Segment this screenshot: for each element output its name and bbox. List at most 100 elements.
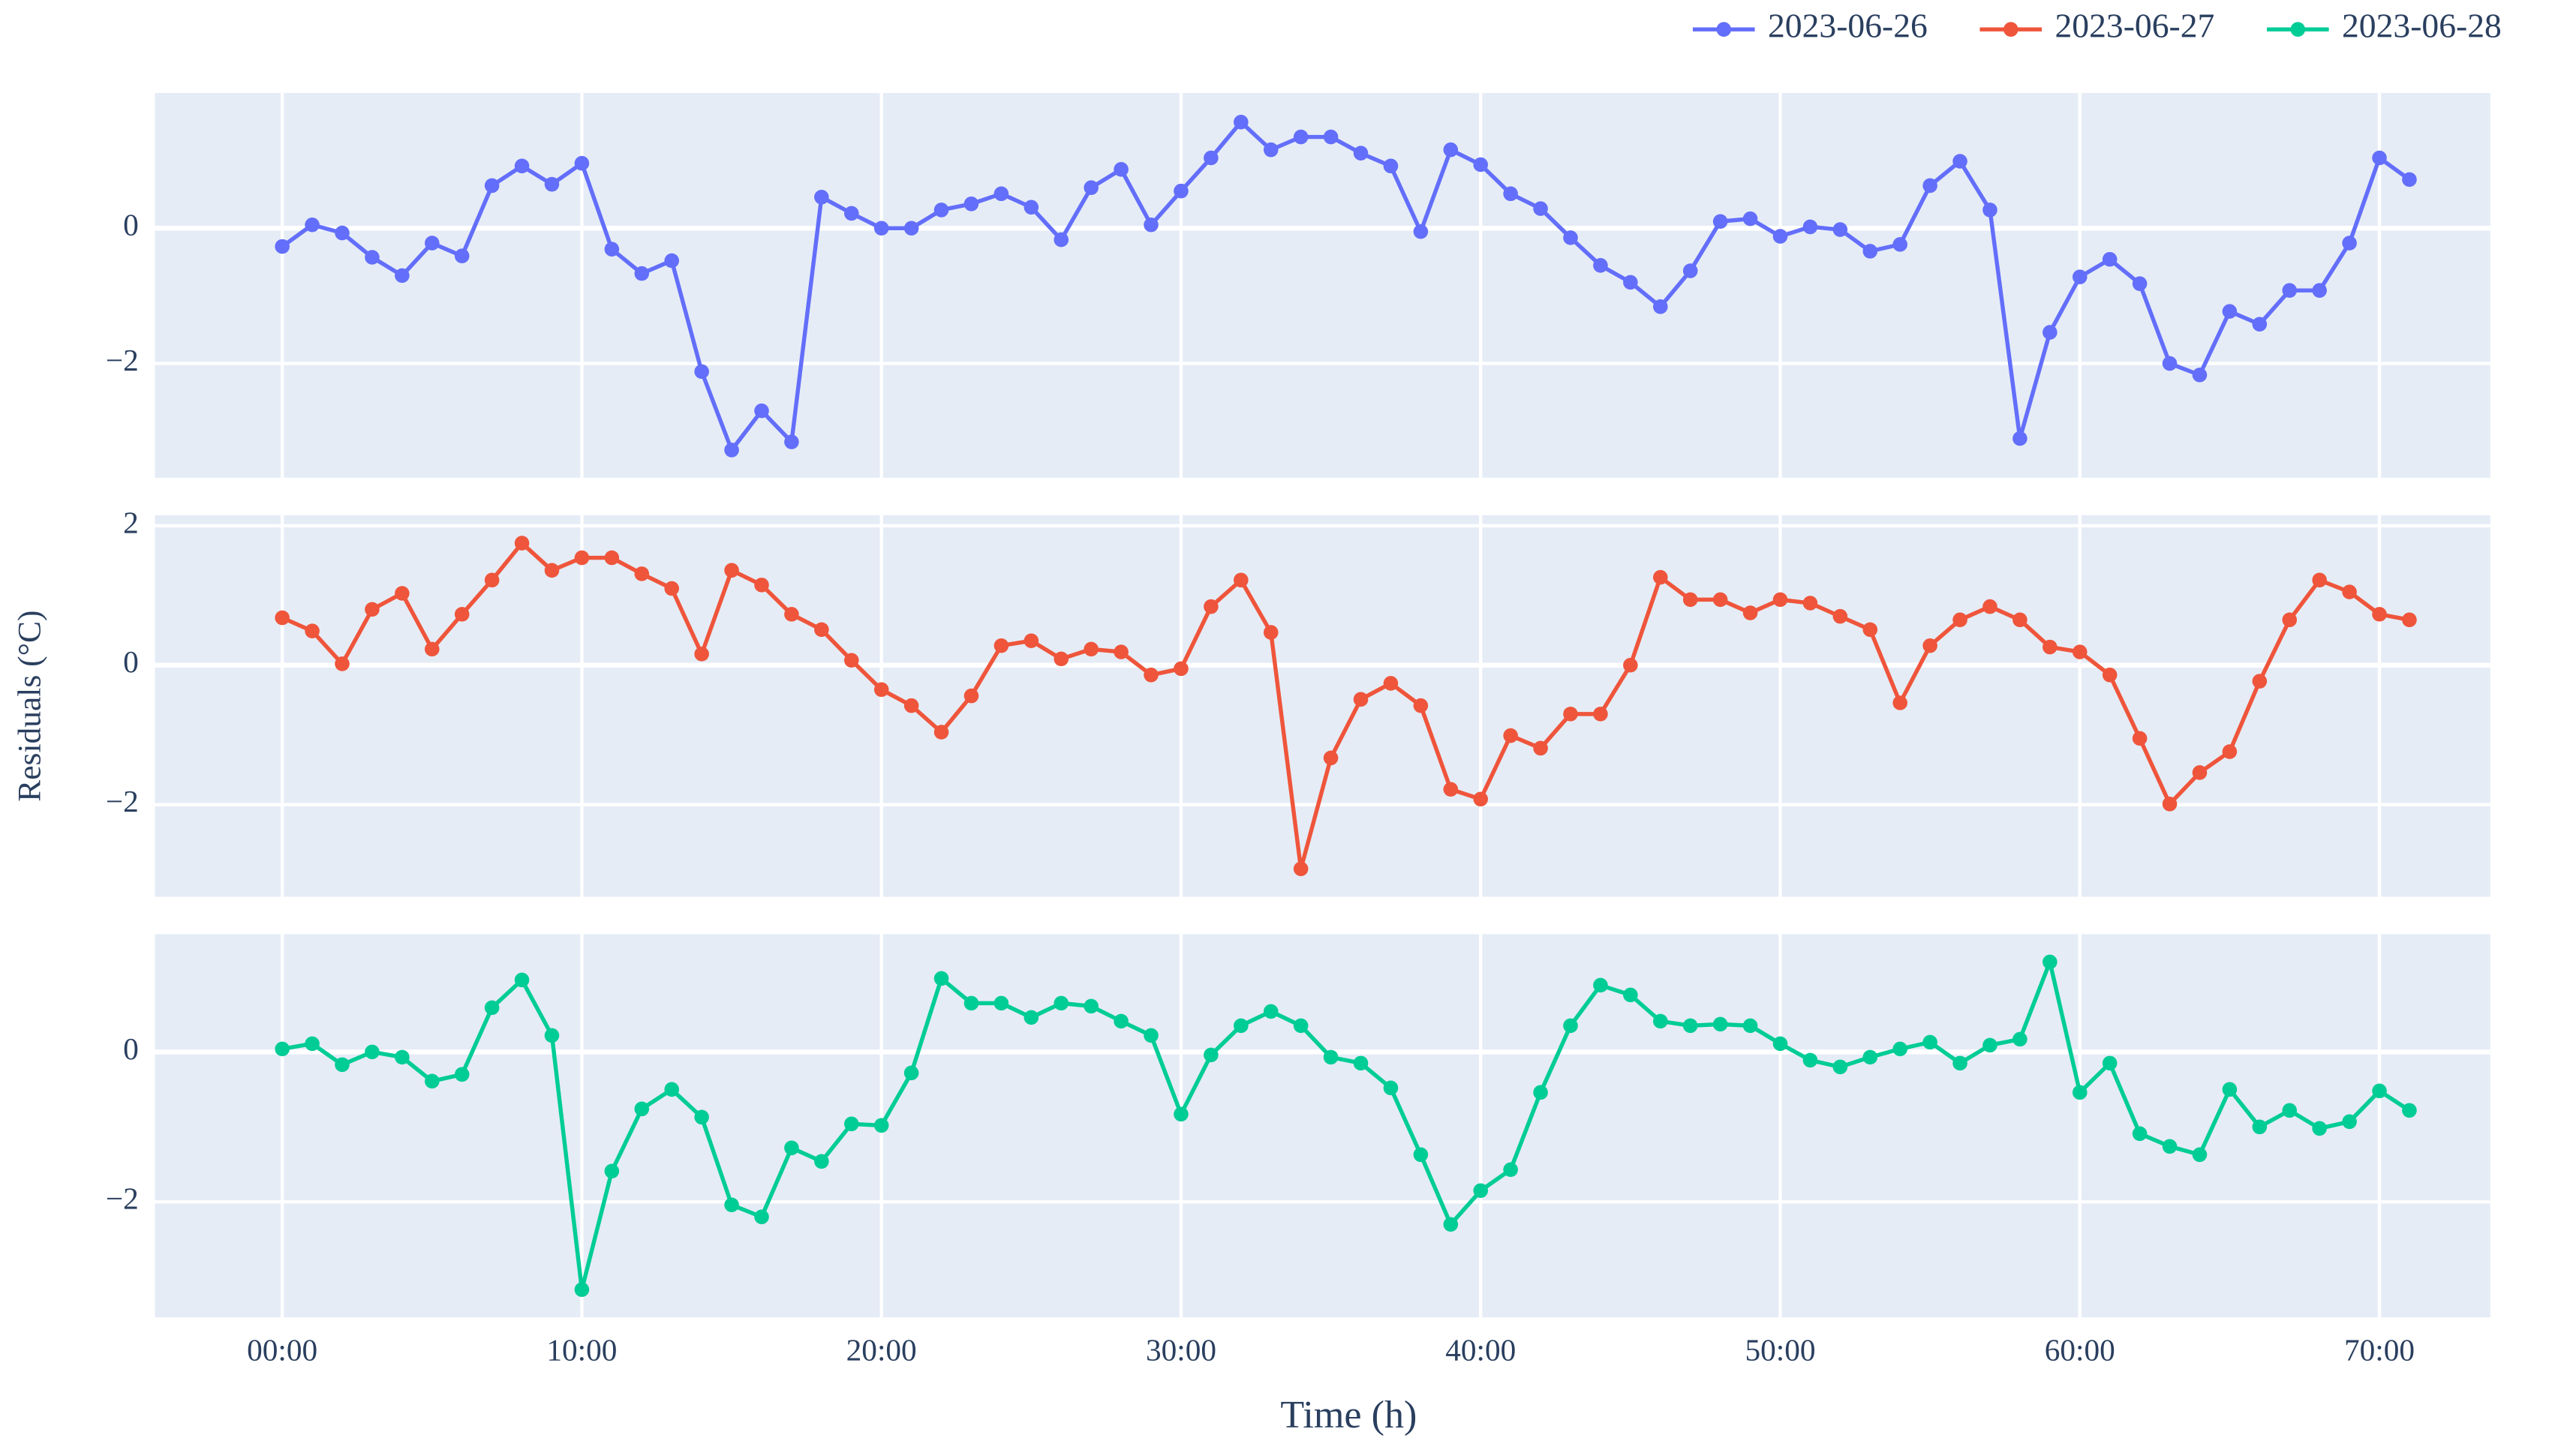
- data-point: [2072, 269, 2088, 284]
- data-point: [1772, 229, 1788, 244]
- data-point: [1293, 1018, 1309, 1034]
- data-point: [1174, 661, 1189, 677]
- data-point: [1922, 1034, 1937, 1050]
- data-point: [1383, 158, 1399, 174]
- data-point: [604, 1163, 620, 1179]
- data-point: [2312, 283, 2327, 298]
- data-point: [903, 1065, 919, 1081]
- data-point: [1204, 1047, 1219, 1063]
- data-point: [2312, 572, 2327, 588]
- data-point: [814, 190, 829, 205]
- data-point: [335, 225, 350, 241]
- data-point: [484, 572, 500, 588]
- data-point: [574, 1282, 590, 1297]
- y-tick-label: 2: [123, 505, 139, 539]
- data-point: [933, 203, 949, 218]
- data-point: [1204, 599, 1219, 614]
- data-point: [2282, 612, 2298, 628]
- data-point: [1054, 232, 1069, 248]
- data-point: [1832, 608, 1848, 624]
- data-point: [694, 647, 709, 662]
- data-point: [1473, 791, 1489, 807]
- data-point: [1712, 1016, 1728, 1032]
- plot-background: [155, 515, 2490, 897]
- data-point: [1114, 1013, 1129, 1029]
- data-point: [1682, 263, 1698, 278]
- data-point: [1742, 1018, 1758, 1034]
- y-tick-label: 0: [123, 1031, 139, 1066]
- data-point: [454, 1067, 470, 1082]
- data-point: [1084, 641, 1099, 657]
- data-point: [1563, 1018, 1578, 1034]
- data-point: [604, 242, 620, 257]
- data-point: [2102, 668, 2118, 683]
- data-point: [1503, 1162, 1518, 1178]
- data-point: [1293, 861, 1309, 877]
- data-point: [1682, 1018, 1698, 1034]
- legend-label: 2023-06-28: [2342, 7, 2502, 45]
- data-point: [305, 217, 320, 233]
- data-point: [2132, 276, 2148, 291]
- plot-background: [155, 92, 2490, 478]
- data-point: [2043, 954, 2058, 970]
- x-tick-label: 40:00: [1445, 1332, 1516, 1367]
- data-point: [1832, 222, 1848, 237]
- data-point: [1263, 625, 1279, 640]
- data-point: [2043, 639, 2058, 655]
- data-point: [993, 186, 1009, 202]
- data-point: [484, 178, 500, 194]
- data-point: [544, 563, 560, 578]
- data-point: [1563, 707, 1578, 722]
- data-point: [1892, 695, 1907, 710]
- data-point: [1234, 1018, 1249, 1034]
- legend-marker: [2290, 22, 2306, 37]
- data-point: [2222, 1082, 2238, 1097]
- data-point: [1892, 1041, 1907, 1057]
- y-tick-label: −2: [106, 343, 139, 377]
- data-point: [2012, 612, 2027, 628]
- data-point: [784, 434, 799, 449]
- data-point: [2342, 1114, 2357, 1130]
- data-point: [1623, 275, 1638, 290]
- data-point: [1293, 129, 1309, 145]
- data-point: [484, 1000, 500, 1016]
- y-tick-label: 0: [123, 644, 139, 679]
- data-point: [305, 1036, 320, 1052]
- data-point: [1174, 1106, 1189, 1122]
- data-point: [843, 1116, 859, 1132]
- data-point: [2342, 236, 2357, 251]
- data-point: [1563, 230, 1578, 245]
- data-point: [2012, 1031, 2027, 1047]
- data-point: [2252, 1119, 2268, 1135]
- data-point: [784, 1140, 799, 1156]
- data-point: [2162, 1139, 2178, 1154]
- data-point: [754, 403, 769, 419]
- data-point: [365, 602, 380, 617]
- data-point: [1323, 129, 1339, 145]
- data-point: [993, 995, 1009, 1011]
- y-axis-label: Residuals (°C): [11, 611, 47, 802]
- x-tick-label: 00:00: [247, 1332, 317, 1367]
- data-point: [2222, 304, 2238, 319]
- data-point: [664, 581, 679, 596]
- data-point: [1084, 998, 1099, 1014]
- data-point: [514, 972, 530, 988]
- data-point: [1712, 592, 1728, 608]
- data-point: [1263, 142, 1279, 158]
- data-point: [1054, 651, 1069, 667]
- data-point: [1802, 1052, 1818, 1068]
- data-point: [2252, 317, 2268, 332]
- data-point: [1443, 142, 1459, 158]
- data-point: [2132, 1126, 2148, 1142]
- data-point: [1323, 750, 1339, 766]
- legend-label: 2023-06-26: [1768, 7, 1928, 45]
- data-point: [1772, 592, 1788, 608]
- data-point: [1922, 178, 1937, 194]
- data-point: [1234, 572, 1249, 588]
- data-point: [1653, 1013, 1668, 1029]
- x-tick-label: 50:00: [1745, 1332, 1815, 1367]
- data-point: [784, 607, 799, 622]
- data-point: [1862, 244, 1878, 259]
- data-point: [843, 653, 859, 668]
